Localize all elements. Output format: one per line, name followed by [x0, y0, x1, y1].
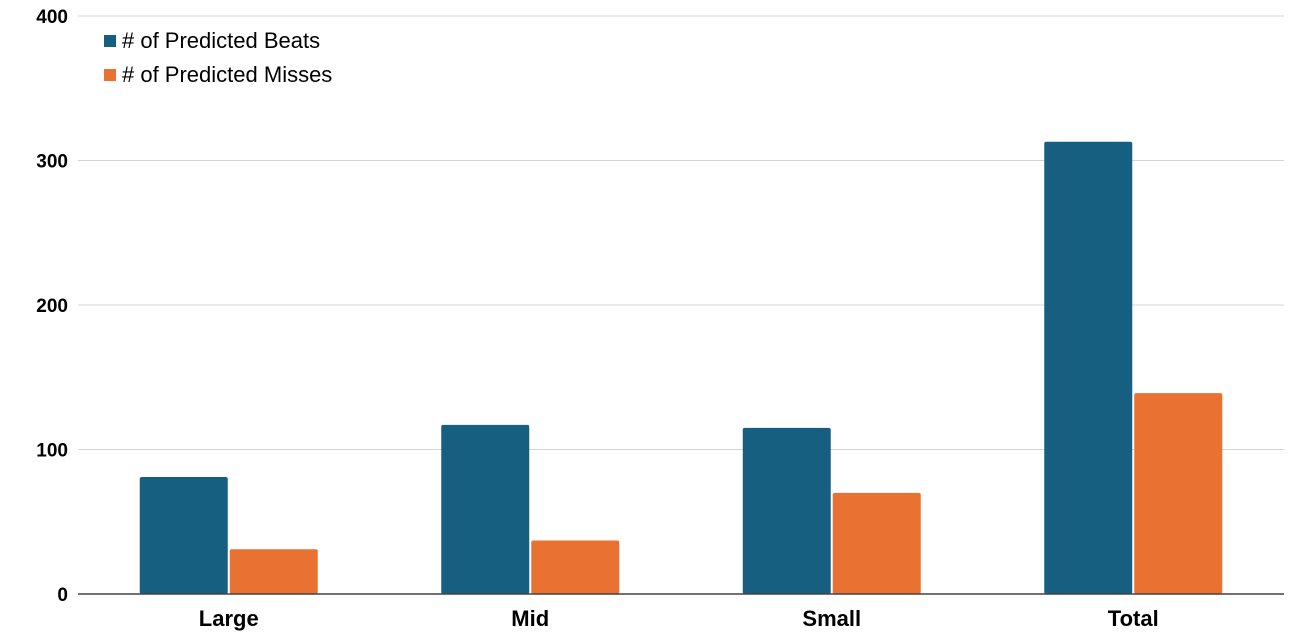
y-tick-label: 200	[36, 296, 68, 317]
legend-swatch	[104, 69, 116, 81]
y-tick-label: 0	[57, 585, 68, 606]
legend-label: # of Predicted Misses	[122, 62, 332, 87]
y-tick-label: 400	[36, 7, 68, 28]
x-tick-label: Large	[199, 606, 259, 631]
bar-beats-large	[139, 476, 228, 594]
x-tick-label: Mid	[511, 606, 549, 631]
bar-beats-total	[1044, 141, 1133, 594]
y-tick-label: 300	[36, 152, 68, 173]
bar-beats-mid	[441, 424, 530, 594]
bar-beats-small	[742, 427, 831, 594]
x-tick-label: Total	[1108, 606, 1159, 631]
legend-swatch	[104, 35, 116, 47]
bar-misses-large	[229, 549, 318, 594]
x-tick-label: Small	[802, 606, 861, 631]
bar-misses-small	[832, 492, 921, 594]
bar-misses-mid	[531, 540, 620, 594]
y-tick-label: 100	[36, 441, 68, 462]
legend-label: # of Predicted Beats	[122, 28, 320, 53]
bar-misses-total	[1134, 393, 1223, 594]
